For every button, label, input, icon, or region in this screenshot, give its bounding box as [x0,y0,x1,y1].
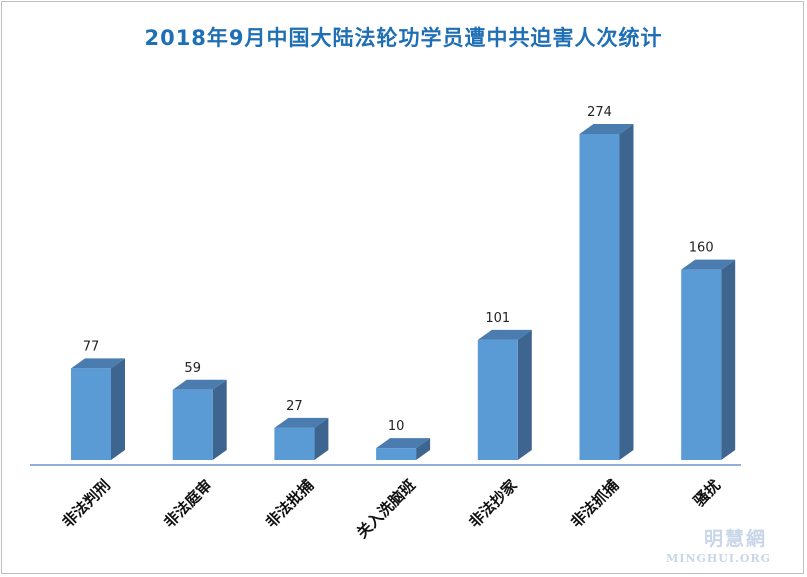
data-label-0: 77 [83,339,100,354]
bar-top-0 [71,358,125,369]
bar-top-5 [579,124,634,134]
bar-2 [274,427,315,460]
category-label-1: 非法庭审 [160,476,215,531]
data-label-3: 10 [388,419,405,434]
data-label-2: 27 [286,399,303,414]
bar-6 [681,269,722,460]
chart-title: 2018年9月中国大陆法轮功学员遭中共迫害人次统计 [144,26,663,50]
category-label-2: 非法批捕 [262,476,317,531]
bar-side-3 [416,438,431,460]
bar-3 [376,448,417,460]
bar-side-1 [212,379,227,460]
bar-top-2 [274,417,329,428]
bar-side-2 [314,417,329,460]
category-label-3: 关入洗脑班 [353,476,419,542]
bar-side-6 [721,259,736,460]
data-label-4: 101 [485,311,510,326]
bar-top-6 [681,259,736,270]
bar-top-1 [172,379,227,390]
bar-4 [477,339,518,460]
category-label-6: 骚扰 [690,476,724,510]
watermark-cn: 明慧網 [703,528,767,550]
category-label-4: 非法抄家 [465,476,520,531]
data-label-5: 274 [587,105,612,120]
bar-5 [579,134,620,460]
category-label-5: 非法抓捕 [567,476,622,531]
data-label-1: 59 [184,361,201,376]
bar-0 [71,368,111,460]
watermark-en: MINGHUI.ORG [666,552,771,565]
category-label-0: 非法判刑 [59,476,114,531]
bar-top-3 [376,438,431,449]
data-label-6: 160 [689,241,714,256]
bar-side-0 [111,358,125,460]
bar-1 [172,389,213,460]
bar-side-4 [517,329,532,460]
bar-top-4 [477,329,532,340]
bar-side-5 [619,124,634,460]
